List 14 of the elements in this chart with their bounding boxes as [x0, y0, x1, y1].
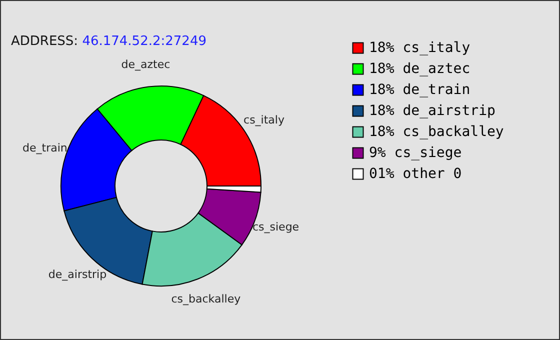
text: 9% cs_siege — [369, 145, 462, 161]
text: 18% de_train — [369, 82, 470, 98]
text: 18% de_aztec — [369, 61, 470, 77]
text: 18% de_airstrip — [369, 103, 496, 119]
slice-label: cs_backalley — [171, 292, 242, 306]
text: 18% cs_italy — [369, 40, 470, 56]
legend-label: 01% other 0 — [369, 166, 462, 182]
slice-label: cs_siege — [252, 220, 300, 234]
chart-subtitle: ADDRESS: 46.174.52.2:27249 — [11, 34, 206, 49]
slice-label: de_airstrip — [48, 268, 107, 281]
slice-label: de_aztec — [121, 58, 170, 71]
text: 18% cs_backalley — [369, 124, 504, 140]
slice-label: de_train — [22, 141, 68, 154]
slice-label: cs_italy — [244, 114, 285, 127]
